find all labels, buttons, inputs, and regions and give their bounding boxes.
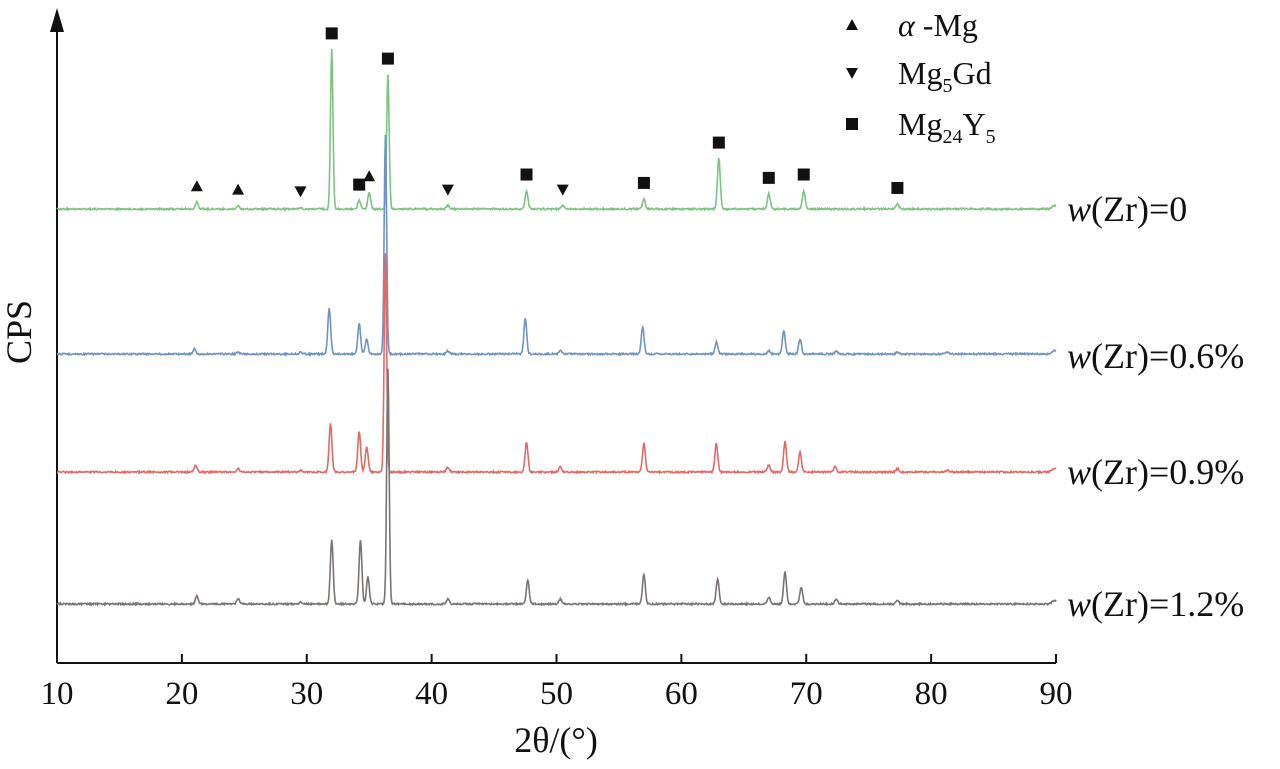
legend: α -Mg Mg5Gd Mg24Y5: [846, 7, 996, 148]
x-tick-label: 10: [41, 676, 74, 712]
x-tick-label: 90: [1040, 676, 1073, 712]
series-layer: [56, 49, 1057, 607]
x-tick-label: 40: [415, 676, 448, 712]
series-line: [56, 368, 1057, 607]
x-ticks: 10 20 30 40 50 60 70 80 90: [41, 654, 1073, 712]
series-label-layer: w(Zr)=0 w(Zr)=0.6% w(Zr)=0.9% w(Zr)=1.2%: [1067, 189, 1244, 624]
series-label: w(Zr)=1.2%: [1067, 584, 1244, 624]
x-axis-title: 2θ/(°): [514, 720, 598, 760]
peak-marker-square: [712, 136, 725, 149]
legend-label: Mg5Gd: [898, 55, 992, 97]
peak-marker-square: [520, 168, 533, 181]
peak-marker-triangle-up: [363, 170, 376, 182]
y-axis-arrow: [50, 8, 64, 32]
legend-label: α -Mg: [898, 7, 978, 43]
legend-triangle-up-marker: [846, 19, 858, 30]
x-tick-label: 60: [665, 676, 698, 712]
peak-marker-triangle-down: [294, 186, 307, 198]
legend-label: Mg24Y5: [898, 106, 996, 148]
x-tick-label: 80: [915, 676, 948, 712]
peak-marker-square: [381, 52, 394, 65]
peak-marker-triangle-down: [441, 184, 454, 196]
x-tick-label: 50: [540, 676, 573, 712]
legend-square-marker: [846, 118, 858, 130]
y-axis-title: CPS: [0, 300, 39, 364]
peak-marker-square: [325, 27, 338, 40]
series-line: [56, 49, 1057, 212]
peak-marker-triangle-down: [556, 184, 569, 196]
peak-marker-triangle-up: [232, 183, 245, 195]
series-line: [56, 253, 1057, 475]
marker-layer: [190, 27, 904, 198]
x-tick-label: 70: [790, 676, 823, 712]
x-tick-label: 20: [165, 676, 198, 712]
series-label: w(Zr)=0: [1067, 189, 1187, 229]
peak-marker-square: [797, 168, 810, 181]
peak-marker-square: [891, 181, 904, 194]
series-line: [56, 134, 1057, 357]
x-tick-label: 30: [290, 676, 323, 712]
peak-marker-square: [637, 176, 650, 189]
series-label: w(Zr)=0.9%: [1067, 452, 1244, 492]
peak-marker-square: [762, 171, 775, 184]
legend-triangle-down-marker: [846, 68, 858, 79]
peak-marker-square: [353, 178, 366, 191]
peak-marker-triangle-up: [190, 180, 203, 192]
series-label: w(Zr)=0.6%: [1067, 336, 1244, 376]
